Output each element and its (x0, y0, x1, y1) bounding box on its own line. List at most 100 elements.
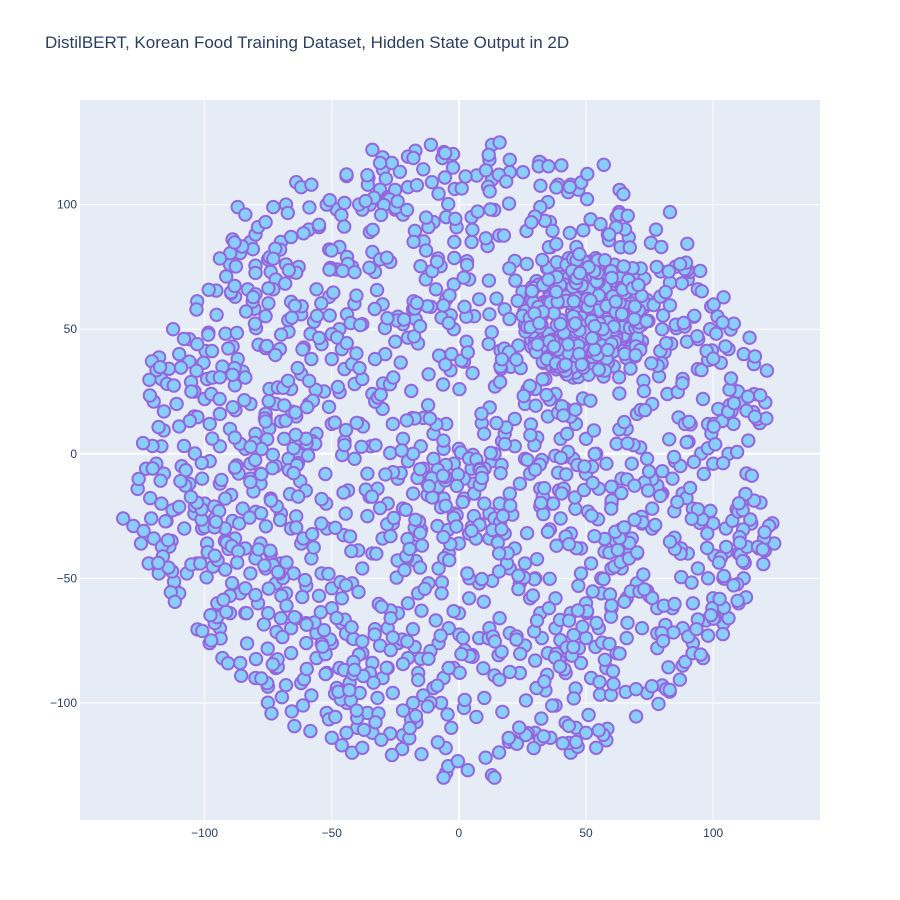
scatter-point (694, 284, 709, 299)
scatter-point (612, 646, 627, 661)
scatter-point (529, 552, 545, 567)
scatter-point (230, 555, 245, 570)
scatter-point (434, 586, 449, 601)
scatter-point (614, 306, 630, 322)
scatter-point (414, 747, 429, 762)
scatter-point (685, 596, 701, 611)
scatter-point (326, 285, 341, 300)
scatter-point (342, 529, 358, 544)
scatter-point (339, 167, 354, 182)
scatter-point (681, 414, 697, 430)
scatter-point (189, 302, 204, 317)
scatter-point (404, 383, 419, 399)
scatter-point (366, 675, 381, 690)
scatter-point (368, 438, 383, 453)
scatter-point (740, 389, 756, 404)
scatter-point (306, 540, 321, 555)
y-tick-label: 100 (57, 198, 77, 212)
scatter-point (203, 608, 218, 623)
scatter-point (402, 541, 417, 557)
scatter-point (575, 619, 590, 634)
scatter-point (411, 672, 426, 688)
scatter-point (428, 613, 443, 628)
scatter-point (227, 430, 243, 445)
scatter-point (438, 357, 453, 372)
scatter-point (184, 384, 199, 399)
scatter-point (482, 184, 497, 199)
scatter-point (658, 284, 673, 300)
scatter-point (354, 439, 369, 454)
scatter-point (402, 720, 417, 736)
scatter-point (674, 276, 690, 291)
scatter-point (258, 519, 274, 534)
scatter-point (254, 467, 269, 482)
scatter-point (586, 423, 602, 438)
scatter-point (716, 290, 731, 305)
scatter-point (304, 177, 319, 192)
y-tick-label: 50 (64, 322, 78, 336)
scatter-point (367, 301, 382, 317)
scatter-point (661, 660, 676, 675)
scatter-point (461, 591, 477, 606)
scatter-point (194, 455, 210, 471)
scatter-point (442, 553, 457, 568)
scatter-point (699, 540, 715, 556)
scatter-point (494, 644, 509, 659)
scatter-point (502, 261, 517, 276)
scatter-point (176, 438, 192, 454)
scatter-point (729, 444, 745, 460)
scatter-point (418, 243, 434, 258)
scatter-point (152, 359, 168, 375)
scatter-point (311, 588, 327, 603)
x-tick-label: −100 (191, 826, 218, 840)
scatter-point (495, 508, 511, 524)
scatter-point (654, 239, 669, 255)
scatter-point (212, 391, 227, 407)
scatter-point (755, 542, 770, 557)
scatter-point (447, 250, 462, 266)
scatter-point (374, 732, 389, 747)
scatter-point (519, 526, 535, 541)
scatter-point (693, 647, 708, 662)
scatter-point (260, 641, 275, 656)
scatter-point (355, 634, 370, 649)
scatter-point (287, 718, 302, 734)
scatter-point (528, 462, 543, 477)
scatter-point (209, 307, 224, 322)
scatter-point (173, 474, 188, 489)
scatter-point (627, 512, 642, 527)
scatter-point (433, 628, 448, 643)
scatter-point (450, 754, 466, 769)
scatter-point (194, 471, 210, 486)
scatter-point (653, 488, 668, 504)
scatter-point (637, 582, 652, 597)
scatter-point (477, 496, 492, 511)
scatter-point (274, 690, 290, 705)
scatter-point (631, 277, 646, 293)
scatter-point (528, 398, 543, 413)
scatter-point (620, 436, 635, 451)
scatter-point (593, 216, 608, 232)
scatter-point (301, 373, 317, 388)
scatter-point (611, 370, 627, 385)
scatter-point (449, 478, 465, 494)
scatter-point (497, 436, 513, 452)
scatter-point (303, 723, 318, 739)
scatter-point (541, 159, 556, 174)
scatter-point (421, 479, 437, 494)
scatter-point (398, 502, 413, 517)
scatter-point (494, 352, 510, 367)
scatter-point (151, 419, 166, 435)
scatter-point (151, 555, 166, 571)
scatter-point (290, 360, 305, 376)
scatter-point (628, 347, 643, 363)
scatter-point (726, 396, 742, 411)
scatter-point (706, 351, 721, 366)
scatter-point (265, 657, 280, 672)
scatter-point (738, 486, 753, 502)
scatter-point (628, 682, 644, 697)
scatter-point (530, 337, 545, 352)
scatter-point (608, 294, 623, 309)
scatter-point (493, 466, 508, 481)
scatter-point (444, 720, 459, 735)
